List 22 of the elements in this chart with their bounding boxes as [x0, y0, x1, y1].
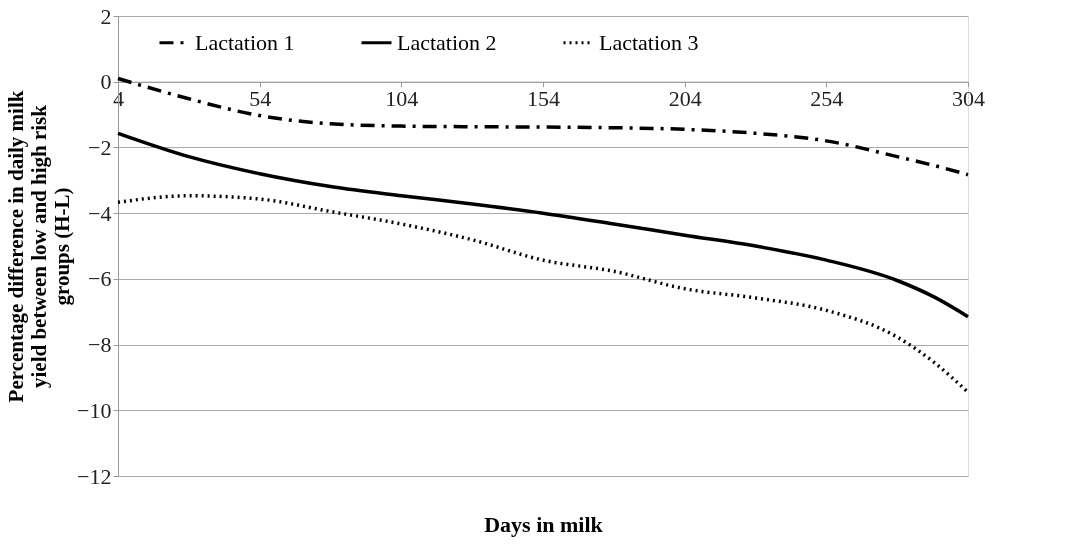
legend-label: Lactation 2 [397, 29, 497, 55]
x-tick-label: 4 [113, 86, 124, 112]
y-tick-label: −12 [77, 463, 112, 489]
x-tick-label: 154 [527, 86, 560, 112]
line-series [116, 193, 970, 394]
y-tick-label: 2 [100, 3, 112, 29]
x-tick-label: 204 [668, 86, 702, 112]
x-axis-title: Days in milk [484, 511, 604, 537]
x-tick-label: 304 [952, 86, 985, 112]
y-tick-label: −2 [88, 134, 112, 160]
y-tick-label: 0 [100, 69, 112, 95]
line-series [116, 131, 970, 319]
legend-label: Lactation 3 [599, 29, 699, 55]
y-tick-label: −4 [88, 200, 112, 226]
legend-label: Lactation 1 [195, 29, 295, 55]
y-tick-label: −8 [88, 332, 112, 358]
x-tick-label: 254 [810, 86, 844, 112]
x-tick-label: 54 [249, 86, 272, 112]
y-tick-label: −10 [77, 397, 112, 423]
x-tick-label: 104 [385, 86, 419, 112]
y-tick-label: −6 [88, 266, 112, 292]
y-axis-title: Percentage difference in daily milk yield between low and high risk groups (H-L) [4, 90, 75, 403]
